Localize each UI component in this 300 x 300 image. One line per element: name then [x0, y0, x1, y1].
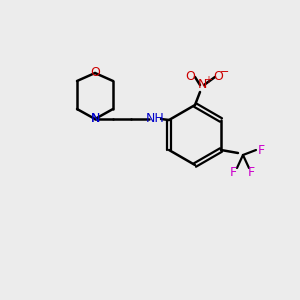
Text: F: F: [257, 143, 265, 157]
Text: N: N: [90, 112, 100, 125]
Text: F: F: [230, 167, 236, 179]
Text: −: −: [220, 67, 230, 77]
Text: NH: NH: [146, 112, 164, 124]
Text: O: O: [90, 67, 100, 80]
Text: F: F: [248, 167, 254, 179]
Text: O: O: [185, 70, 195, 83]
Text: +: +: [204, 75, 212, 85]
Text: O: O: [213, 70, 223, 83]
Text: N: N: [197, 79, 207, 92]
Text: N: N: [90, 112, 100, 125]
